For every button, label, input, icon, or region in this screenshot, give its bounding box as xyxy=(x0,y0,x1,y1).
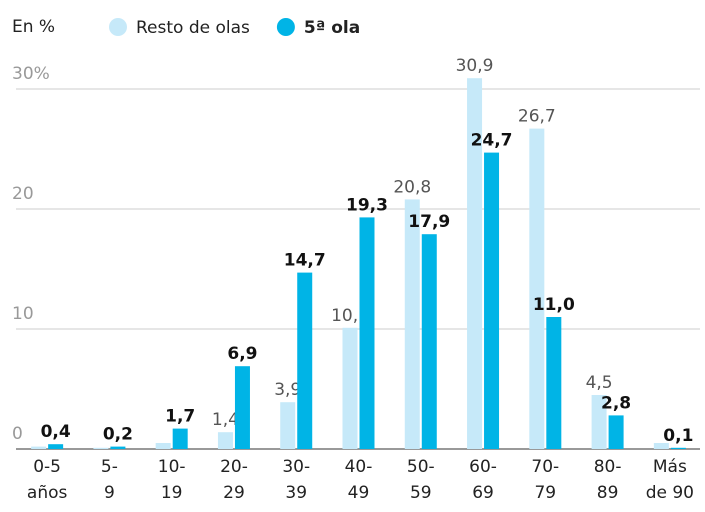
bar xyxy=(404,199,420,449)
bar xyxy=(31,446,47,449)
legend-label: 5ª ola xyxy=(304,18,360,38)
value-label: 0,2 xyxy=(103,425,133,445)
bar xyxy=(359,217,375,449)
x-tick-label: Más xyxy=(653,457,687,477)
bar xyxy=(546,317,562,449)
y-tick-label: 30% xyxy=(12,64,50,84)
x-tick-label: años xyxy=(27,483,68,503)
x-tick-label: 89 xyxy=(597,483,619,503)
legend-swatch xyxy=(276,18,295,36)
x-tick-label: 40- xyxy=(345,457,373,477)
x-tick-label: 10- xyxy=(158,457,186,477)
x-tick-label: 30- xyxy=(282,457,310,477)
x-tick-label: 80- xyxy=(594,457,622,477)
bar xyxy=(217,432,233,449)
x-tick-label: 69 xyxy=(472,483,494,503)
x-tick-label: 59 xyxy=(410,483,432,503)
value-label: 11,0 xyxy=(533,295,575,315)
bar xyxy=(484,152,500,449)
value-label: 6,9 xyxy=(227,344,257,364)
value-label: 0,4 xyxy=(41,422,71,442)
y-tick-label: 0 xyxy=(12,424,23,444)
bar xyxy=(110,446,126,449)
legend-swatch xyxy=(109,18,127,36)
bar xyxy=(155,443,171,449)
x-tick-label: 60- xyxy=(469,457,497,477)
legend-label: Resto de olas xyxy=(136,18,250,38)
value-label: 26,7 xyxy=(518,107,556,127)
value-label: 2,8 xyxy=(601,393,631,413)
x-tick-label: 70- xyxy=(531,457,559,477)
x-tick-label: 20- xyxy=(220,457,248,477)
value-label: 10,1 xyxy=(331,306,369,326)
bar xyxy=(280,402,296,449)
x-tick-label: 50- xyxy=(407,457,435,477)
y-tick-label: 20 xyxy=(12,184,34,204)
x-tick-label: 5- xyxy=(101,457,118,477)
bar xyxy=(342,327,358,449)
bar xyxy=(234,366,250,449)
bar xyxy=(529,128,545,449)
x-tick-label: 79 xyxy=(534,483,556,503)
bar xyxy=(48,444,64,449)
unit-label: En % xyxy=(12,17,55,37)
bar xyxy=(670,447,686,449)
value-label: 17,9 xyxy=(408,212,450,232)
value-label: 0,1 xyxy=(663,426,693,446)
value-label: 24,7 xyxy=(471,131,513,151)
value-label: 30,9 xyxy=(456,56,494,76)
value-label: 20,8 xyxy=(393,177,431,197)
bar xyxy=(172,428,188,449)
value-label: 19,3 xyxy=(346,195,388,215)
bar xyxy=(467,78,483,449)
bar xyxy=(591,395,607,449)
value-label: 14,7 xyxy=(284,251,326,271)
y-tick-label: 10 xyxy=(12,304,34,324)
bar xyxy=(421,234,437,449)
value-label: 1,7 xyxy=(165,407,195,427)
value-label: 3,9 xyxy=(274,380,301,400)
bar xyxy=(297,272,313,449)
x-tick-label: 49 xyxy=(348,483,370,503)
value-label: 4,5 xyxy=(586,373,613,393)
bar xyxy=(608,415,624,449)
x-tick-label: de 90 xyxy=(646,483,694,503)
x-tick-label: 39 xyxy=(285,483,307,503)
value-label: 1,4 xyxy=(212,410,239,430)
x-tick-label: 9 xyxy=(104,483,115,503)
x-tick-label: 0-5 xyxy=(33,457,61,477)
bar xyxy=(653,443,669,449)
bar xyxy=(93,447,109,449)
x-tick-label: 29 xyxy=(223,483,245,503)
x-tick-label: 19 xyxy=(161,483,183,503)
